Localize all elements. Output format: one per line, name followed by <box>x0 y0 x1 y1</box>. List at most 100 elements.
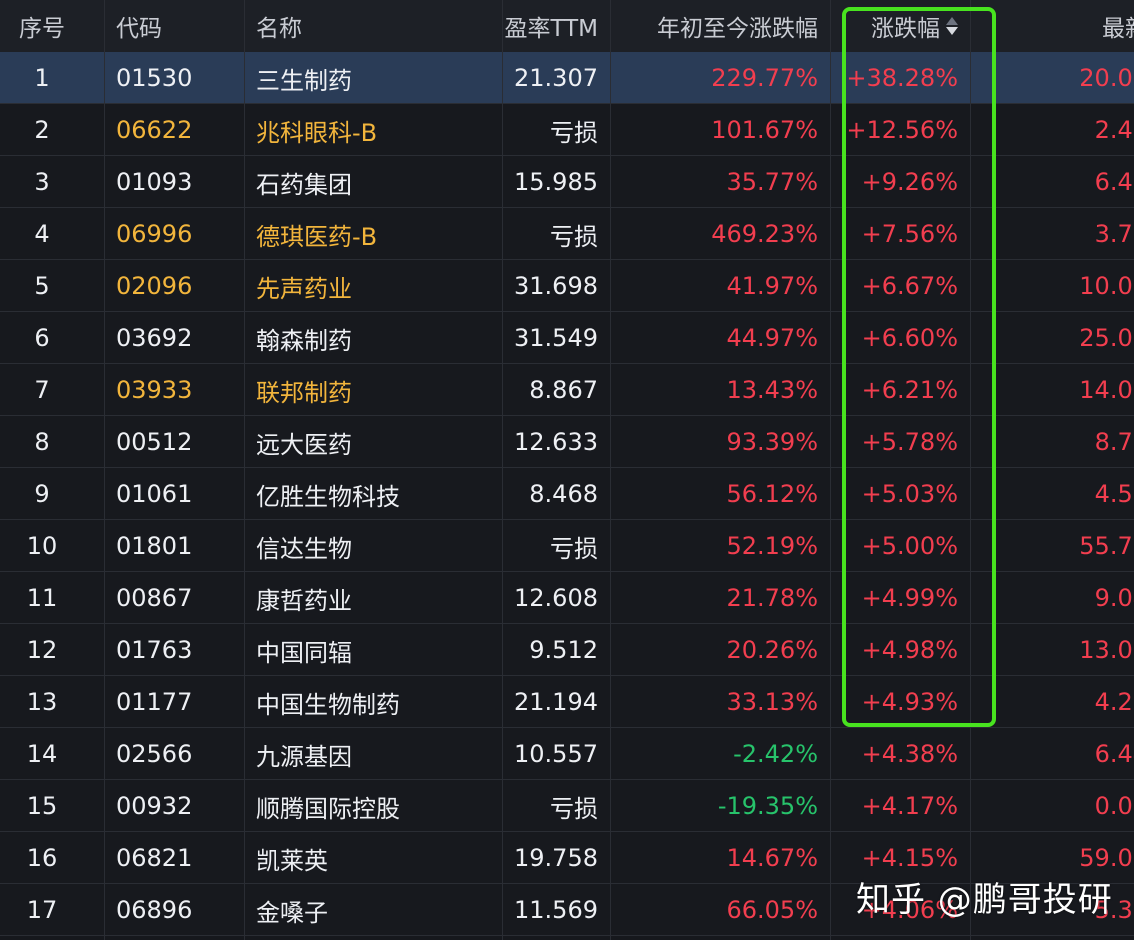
table-row[interactable]: 3 01093 石药集团 15.985 35.77% +9.26% 6.49 <box>0 156 1134 208</box>
row-name: 中国生物制药 <box>256 690 400 719</box>
row-code: 01061 <box>116 480 193 508</box>
row-change: +7.56% <box>861 220 958 248</box>
row-code: 03692 <box>116 324 193 352</box>
row-name: 联邦制药 <box>256 378 352 407</box>
row-seq: 2 <box>34 116 50 144</box>
row-name: 九源基因 <box>256 742 352 771</box>
table-row[interactable]: 13 01177 中国生物制药 21.194 33.13% +4.93% 4.28 <box>0 676 1134 728</box>
row-ytd-change: -19.35% <box>717 792 818 820</box>
row-seq: 4 <box>34 220 50 248</box>
table-row[interactable]: 17 06896 金嗓子 11.569 66.05% +4.06% 5.38 <box>0 884 1134 936</box>
row-last-price: 9.04 <box>1094 584 1134 612</box>
row-change: +4.38% <box>861 740 958 768</box>
row-ytd-change: 14.67% <box>726 844 818 872</box>
row-last-price: 5.38 <box>1094 896 1134 924</box>
table-row[interactable]: 11 00867 康哲药业 12.608 21.78% +4.99% 9.04 <box>0 572 1134 624</box>
column-divider <box>244 0 245 940</box>
table-row[interactable]: 9 01061 亿胜生物科技 8.468 56.12% +5.03% 4.59 <box>0 468 1134 520</box>
row-change: +4.99% <box>861 584 958 612</box>
row-last-price: 6.49 <box>1094 168 1134 196</box>
row-ytd-change: 44.97% <box>726 324 818 352</box>
row-code: 03933 <box>116 376 193 404</box>
table-row[interactable]: 12 01763 中国同辐 9.512 20.26% +4.98% 13.06 <box>0 624 1134 676</box>
row-ytd-change: 66.05% <box>726 896 818 924</box>
row-code: 01530 <box>116 64 193 92</box>
row-pe-ttm: 12.633 <box>514 428 598 456</box>
row-pe-ttm: 10.557 <box>514 740 598 768</box>
row-change: +5.03% <box>861 480 958 508</box>
row-ytd-change: 56.12% <box>726 480 818 508</box>
row-seq: 8 <box>34 428 50 456</box>
row-name: 信达生物 <box>256 534 352 563</box>
header-code[interactable]: 代码 <box>116 16 162 42</box>
row-ytd-change: 35.77% <box>726 168 818 196</box>
table-header: 序号 代码 名称 盈率TTM 年初至今涨跌幅 涨跌幅 最新 <box>0 0 1134 53</box>
row-change: +9.26% <box>861 168 958 196</box>
row-code: 01093 <box>116 168 193 196</box>
header-change[interactable]: 涨跌幅 <box>830 0 958 52</box>
row-code: 00932 <box>116 792 193 820</box>
row-name: 金嗓子 <box>256 898 328 927</box>
header-pe-ttm[interactable]: 盈率TTM <box>504 16 598 42</box>
row-ytd-change: -2.42% <box>733 740 818 768</box>
row-change: +4.98% <box>861 636 958 664</box>
row-seq: 10 <box>26 532 58 560</box>
header-name[interactable]: 名称 <box>256 16 302 42</box>
row-code: 00512 <box>116 428 193 456</box>
row-name: 顺腾国际控股 <box>256 794 400 823</box>
table-row[interactable]: 7 03933 联邦制药 8.867 13.43% +6.21% 14.02 <box>0 364 1134 416</box>
row-seq: 1 <box>34 64 50 92</box>
sort-icon[interactable] <box>946 14 958 38</box>
table-row[interactable]: 15 00932 顺腾国际控股 亏损 -19.35% +4.17% 0.02 <box>0 780 1134 832</box>
row-pe-ttm: 8.468 <box>529 480 598 508</box>
row-last-price: 4.28 <box>1094 688 1134 716</box>
row-change: +4.15% <box>861 844 958 872</box>
row-name: 中国同辐 <box>256 638 352 667</box>
row-ytd-change: 21.78% <box>726 584 818 612</box>
watermark: 知乎 @鹏哥投研 <box>856 880 1113 920</box>
header-last[interactable]: 最新 <box>1102 16 1134 42</box>
row-ytd-change: 93.39% <box>726 428 818 456</box>
table-row[interactable]: 16 06821 凯莱英 19.758 14.67% +4.15% 59.00 <box>0 832 1134 884</box>
header-seq[interactable]: 序号 <box>19 16 65 42</box>
row-pe-ttm: 亏损 <box>550 534 598 563</box>
row-pe-ttm: 亏损 <box>550 794 598 823</box>
table-row[interactable]: 4 06996 德琪医药-B 亏损 469.23% +7.56% 3.70 <box>0 208 1134 260</box>
table-row[interactable]: 6 03692 翰森制药 31.549 44.97% +6.60% 25.05 <box>0 312 1134 364</box>
row-pe-ttm: 11.569 <box>514 896 598 924</box>
row-seq: 13 <box>26 688 58 716</box>
row-last-price: 55.70 <box>1079 532 1134 560</box>
table-row[interactable]: 10 01801 信达生物 亏损 52.19% +5.00% 55.70 <box>0 520 1134 572</box>
row-seq: 14 <box>26 740 58 768</box>
table-row[interactable]: 8 00512 远大医药 12.633 93.39% +5.78% 8.78 <box>0 416 1134 468</box>
row-name: 亿胜生物科技 <box>256 482 400 511</box>
row-last-price: 3.70 <box>1094 220 1134 248</box>
column-divider <box>830 0 831 940</box>
row-pe-ttm: 8.867 <box>529 376 598 404</box>
row-code: 06996 <box>116 220 193 248</box>
row-name: 德琪医药-B <box>256 222 378 251</box>
table-row[interactable]: 5 02096 先声药业 31.698 41.97% +6.67% 10.08 <box>0 260 1134 312</box>
row-seq: 9 <box>34 480 50 508</box>
row-name: 康哲药业 <box>256 586 352 615</box>
row-change: +4.06% <box>861 896 958 924</box>
row-name: 凯莱英 <box>256 846 328 875</box>
row-last-price: 13.06 <box>1079 636 1134 664</box>
row-last-price: 4.59 <box>1094 480 1134 508</box>
header-ytd-change[interactable]: 年初至今涨跌幅 <box>657 16 818 42</box>
row-pe-ttm: 31.698 <box>514 272 598 300</box>
table-row[interactable]: 1 01530 三生制药 21.307 229.77% +38.28% 20.05 <box>0 52 1134 104</box>
row-ytd-change: 469.23% <box>711 220 818 248</box>
row-ytd-change: 13.43% <box>726 376 818 404</box>
row-pe-ttm: 19.758 <box>514 844 598 872</box>
row-change: +5.78% <box>861 428 958 456</box>
row-change: +38.28% <box>846 64 958 92</box>
column-divider <box>970 0 971 940</box>
row-pe-ttm: 12.608 <box>514 584 598 612</box>
table-row[interactable]: 14 02566 九源基因 10.557 -2.42% +4.38% 6.44 <box>0 728 1134 780</box>
row-code: 01801 <box>116 532 193 560</box>
row-ytd-change: 101.67% <box>711 116 818 144</box>
row-name: 石药集团 <box>256 170 352 199</box>
table-row[interactable]: 2 06622 兆科眼科-B 亏损 101.67% +12.56% 2.42 <box>0 104 1134 156</box>
